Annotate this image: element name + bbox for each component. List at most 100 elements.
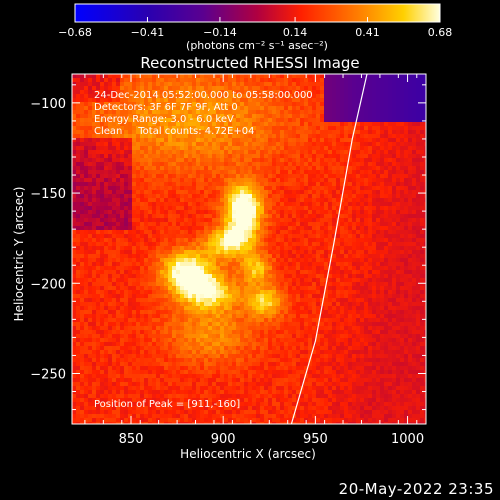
heatmap-cell [76,146,81,151]
heatmap-cell [320,270,325,275]
heatmap-cell [424,78,426,83]
heatmap-cell [256,78,261,83]
heatmap-cell [408,126,413,131]
heatmap-cell [224,202,229,207]
heatmap-cell [112,74,117,79]
heatmap-cell [348,278,353,283]
heatmap-cell [164,218,169,223]
heatmap-cell [88,118,93,123]
heatmap-cell [188,194,193,199]
heatmap-cell [124,210,129,215]
heatmap-cell [224,218,229,223]
heatmap-cell [324,154,329,159]
heatmap-cell [420,290,425,295]
heatmap-cell [344,234,349,239]
heatmap-cell [284,146,289,151]
heatmap-cell [272,234,277,239]
heatmap-cell [100,178,105,183]
heatmap-cell [280,250,285,255]
heatmap-cell [220,250,225,255]
heatmap-cell [280,170,285,175]
heatmap-cell [208,214,213,219]
heatmap-cell [368,90,373,95]
heatmap-cell [204,266,209,271]
heatmap-cell [168,218,173,223]
heatmap-cell [80,290,85,295]
heatmap-cell [140,118,145,123]
heatmap-cell [328,230,333,235]
heatmap-cell [340,294,345,299]
heatmap-cell [240,178,245,183]
heatmap-cell [392,78,397,83]
heatmap-cell [388,198,393,203]
heatmap-cell [404,106,409,111]
heatmap-cell [92,238,97,243]
heatmap-cell [80,278,85,283]
heatmap-cell [148,254,153,259]
heatmap-cell [140,294,145,299]
heatmap-cell [84,158,89,163]
heatmap-cell [128,182,133,187]
colorbar-tick-label: 0.41 [355,26,380,39]
heatmap-cell [164,210,169,215]
heatmap-cell [264,226,269,231]
heatmap-cell [376,250,381,255]
heatmap-cell [244,86,249,91]
heatmap-cell [400,74,405,79]
heatmap-cell [144,198,149,203]
heatmap-cell [224,106,229,111]
heatmap-cell [388,266,393,271]
heatmap-cell [100,274,105,279]
heatmap-cell [240,130,245,135]
heatmap-cell [412,114,417,119]
heatmap-cell [384,94,389,99]
heatmap-cell [244,118,249,123]
heatmap-cell [384,162,389,167]
heatmap-cell [380,178,385,183]
heatmap-cell [412,190,417,195]
heatmap-cell [268,206,273,211]
heatmap-cell [372,254,377,259]
heatmap-cell [388,82,393,87]
heatmap-cell [368,134,373,139]
heatmap-cell [164,250,169,255]
heatmap-cell [344,90,349,95]
heatmap-cell [116,106,121,111]
heatmap-cell [216,154,221,159]
heatmap-cell [388,234,393,239]
heatmap-cell [228,294,233,299]
heatmap-cell [280,278,285,283]
heatmap-cell [304,182,309,187]
heatmap-cell [372,170,377,175]
heatmap-cell [188,262,193,267]
heatmap-cell [192,178,197,183]
heatmap-cell [360,190,365,195]
heatmap-cell [140,122,145,127]
heatmap-cell [324,146,329,151]
heatmap-cell [164,90,169,95]
heatmap-cell [192,278,197,283]
heatmap-cell [340,282,345,287]
heatmap-cell [328,250,333,255]
heatmap-cell [200,86,205,91]
heatmap-cell [228,158,233,163]
heatmap-cell [416,182,421,187]
heatmap-cell [188,186,193,191]
heatmap-cell [408,74,413,79]
heatmap-cell [208,142,213,147]
heatmap-cell [356,86,361,91]
heatmap-cell [136,214,141,219]
heatmap-cell [308,166,313,171]
heatmap-cell [104,158,109,163]
heatmap-cell [260,118,265,123]
heatmap-cell [164,206,169,211]
heatmap-cell [320,242,325,247]
heatmap-cell [104,150,109,155]
heatmap-cell [280,126,285,131]
heatmap-cell [344,210,349,215]
heatmap-cell [352,230,357,235]
heatmap-cell [252,190,257,195]
heatmap-cell [104,126,109,131]
heatmap-cell [288,122,293,127]
heatmap-cell [212,274,217,279]
